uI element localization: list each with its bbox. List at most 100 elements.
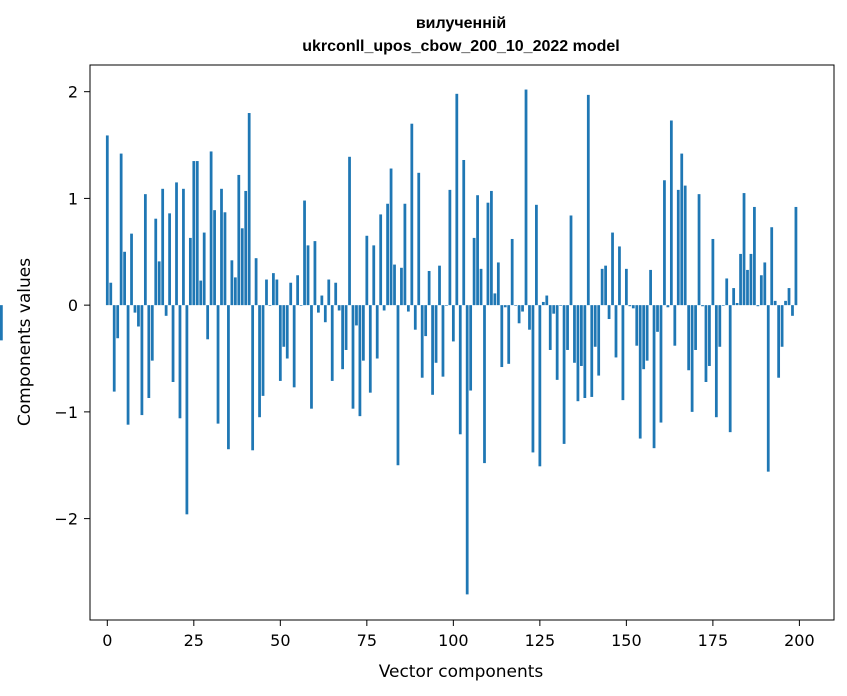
bar-154	[638, 305, 642, 439]
bar-177	[718, 305, 722, 347]
bar-161	[663, 180, 666, 306]
bar-48	[272, 273, 275, 306]
y-axis: −2 −1 0 1 2	[54, 83, 90, 529]
bar-186	[749, 253, 753, 306]
bar-137	[580, 305, 583, 366]
bar-77	[372, 245, 376, 306]
bar-12	[147, 305, 151, 398]
bar-74	[361, 305, 365, 361]
bar-8	[133, 305, 137, 313]
bar-178	[721, 305, 725, 306]
bar-122	[528, 305, 531, 330]
x-tick-label: 125	[525, 631, 556, 650]
bar-40	[244, 190, 248, 306]
bar-23	[185, 305, 189, 515]
bar-38	[237, 174, 241, 306]
bar-26	[195, 161, 199, 306]
chart-title: вилученній	[416, 15, 506, 32]
bar-163	[669, 120, 673, 306]
bar-59	[310, 305, 313, 409]
bar-165	[676, 189, 680, 306]
bar-170	[694, 305, 697, 350]
bar-131	[559, 305, 563, 306]
bar-72	[355, 305, 358, 326]
bar-159	[656, 305, 659, 332]
bar-134	[569, 215, 573, 306]
bar-101	[455, 93, 459, 306]
bar-126	[541, 301, 545, 306]
bar-106	[472, 237, 476, 306]
bar-73	[358, 305, 362, 417]
bar-133	[566, 305, 569, 350]
bar-142	[597, 305, 601, 376]
bar-182	[735, 303, 739, 306]
bar-102	[458, 305, 462, 435]
bar-66	[334, 282, 338, 306]
bar-44	[258, 305, 261, 418]
bar-149	[621, 305, 625, 401]
bar-78	[375, 305, 379, 359]
bar-94	[431, 305, 434, 395]
bar-115	[503, 305, 507, 308]
bar-164	[673, 305, 677, 346]
bar-96	[438, 265, 441, 306]
bar-5	[123, 251, 126, 306]
bar-92	[424, 305, 428, 337]
bar-55	[296, 275, 300, 306]
bar-167	[683, 185, 687, 306]
bar-24	[188, 237, 192, 306]
bar-166	[680, 153, 684, 306]
bar-196	[784, 300, 787, 306]
bar-0	[105, 135, 109, 306]
bar-143	[600, 268, 604, 306]
bar-84	[396, 305, 400, 466]
bar-160	[659, 305, 663, 423]
bar-2	[112, 305, 116, 392]
bar-114	[500, 305, 504, 368]
bar-100	[451, 305, 455, 342]
bar-1	[109, 282, 113, 306]
bar-83	[393, 264, 396, 306]
bar-97	[441, 305, 445, 377]
bar-98	[445, 305, 448, 306]
bar-199	[794, 206, 798, 306]
x-tick-label: 150	[611, 631, 642, 650]
bar-62	[320, 295, 324, 306]
y-tick-label: 0	[68, 296, 78, 315]
bar-189	[759, 275, 763, 306]
bar-156	[645, 305, 649, 361]
bar-58	[306, 245, 310, 306]
bar-87	[406, 305, 410, 312]
bar-63	[323, 305, 327, 323]
bar-46	[265, 279, 268, 306]
bar-89	[413, 305, 417, 330]
bar-9	[137, 305, 140, 327]
plot-frame	[89, 64, 835, 621]
bar-169	[690, 305, 694, 412]
bar-151	[628, 305, 632, 307]
bar-125	[538, 305, 542, 467]
bar-188	[756, 305, 760, 307]
bar-10	[140, 305, 144, 416]
bar-undefined	[0, 305, 3, 341]
bar-190	[763, 262, 767, 306]
bar-27	[199, 280, 203, 306]
bar-61	[317, 305, 320, 313]
bar-193	[773, 300, 777, 306]
bar-11	[143, 194, 147, 306]
bar-157	[649, 269, 652, 306]
bar-107	[476, 195, 479, 306]
bar-111	[490, 190, 493, 306]
bar-192	[770, 227, 774, 306]
bar-103	[462, 159, 466, 306]
bar-136	[576, 305, 580, 402]
bar-117	[510, 238, 514, 306]
x-tick-label: 200	[784, 631, 815, 650]
bar-51	[282, 305, 286, 347]
bar-71	[351, 305, 355, 409]
bar-183	[739, 253, 742, 306]
bar-118	[514, 305, 518, 306]
bar-109	[483, 305, 486, 464]
bar-69	[344, 305, 348, 350]
bar-29	[206, 305, 210, 340]
